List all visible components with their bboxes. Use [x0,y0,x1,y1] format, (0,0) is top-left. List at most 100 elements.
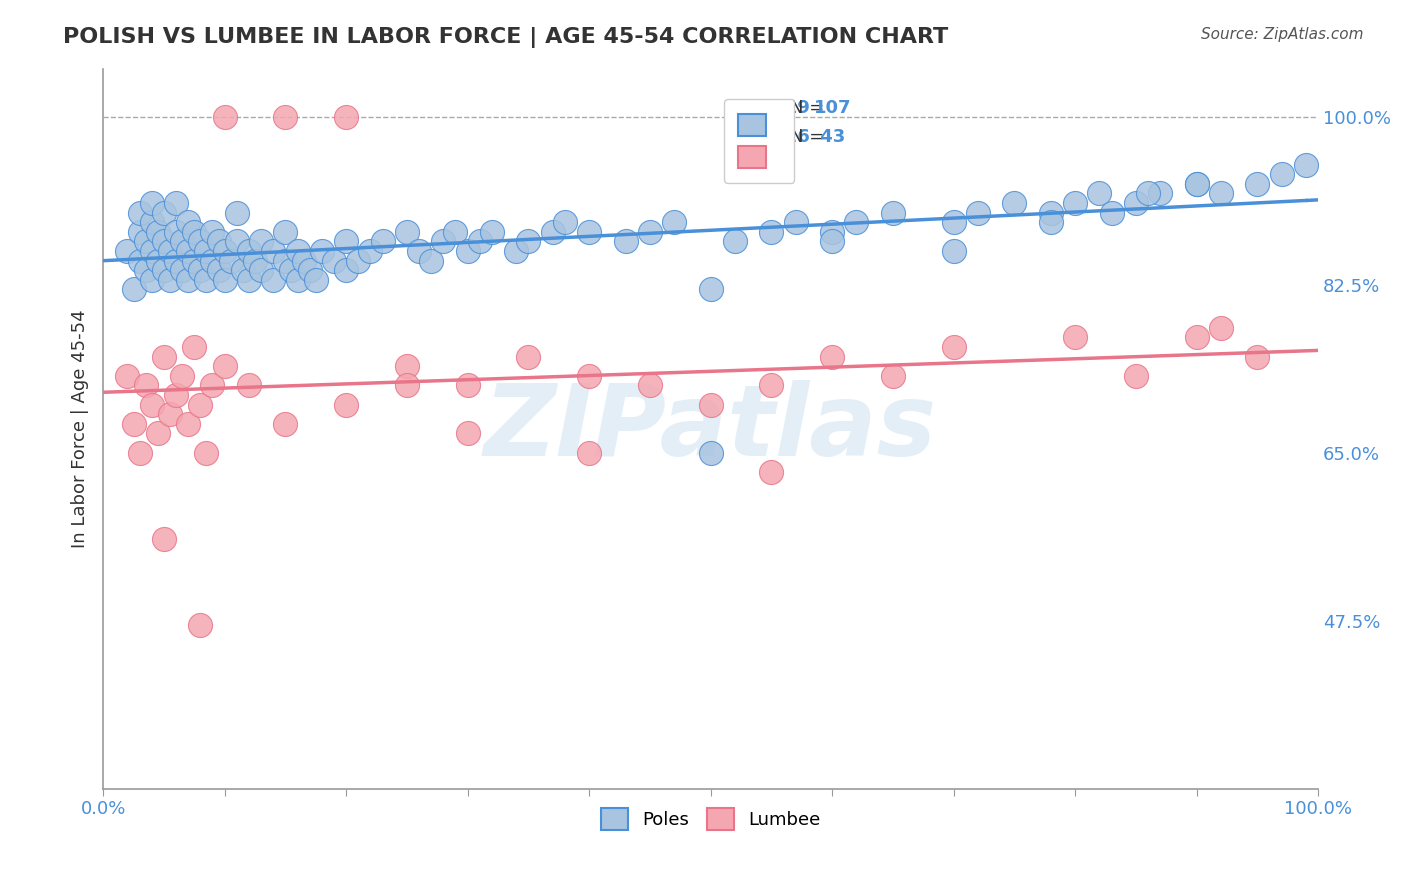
Point [614,235,637,249]
Point [457,378,479,392]
Point [214,244,236,258]
Point [135,235,157,249]
Point [250,235,273,249]
Point [238,378,260,392]
Point [432,235,454,249]
Point [335,263,357,277]
Point [371,235,394,249]
Point [724,235,747,249]
Point [141,398,163,412]
Point [153,532,176,546]
Point [274,110,297,124]
Point [457,244,479,258]
Point [117,244,139,258]
Point [699,282,721,296]
Text: ZIPatlas: ZIPatlas [484,380,938,477]
Point [347,253,370,268]
Point [292,253,315,268]
Point [225,205,247,219]
Point [1271,167,1294,181]
Point [172,368,194,383]
Point [323,253,346,268]
Point [153,263,176,277]
Point [153,350,176,364]
Point [638,225,661,239]
Point [165,388,187,402]
Point [262,244,284,258]
Point [395,378,418,392]
Point [122,282,145,296]
Point [1149,186,1171,201]
Text: N =: N = [790,128,830,146]
Point [517,350,540,364]
Point [821,225,844,239]
Text: Source: ZipAtlas.com: Source: ZipAtlas.com [1201,27,1364,42]
Point [172,235,194,249]
Point [578,445,600,459]
Point [262,273,284,287]
Text: 43: 43 [814,128,845,146]
Point [214,110,236,124]
Point [942,215,965,229]
Point [395,359,418,373]
Point [280,263,302,277]
Text: 0.126: 0.126 [754,128,810,146]
Point [195,445,218,459]
Point [1209,320,1232,334]
Point [165,225,187,239]
Point [128,253,150,268]
Point [122,417,145,431]
Point [153,235,176,249]
Point [165,195,187,210]
Point [505,244,527,258]
Point [457,426,479,441]
Point [153,205,176,219]
Point [664,215,686,229]
Point [785,215,807,229]
Point [177,215,200,229]
Point [335,235,357,249]
Point [638,378,661,392]
Point [967,205,990,219]
Point [117,368,139,383]
Point [146,225,169,239]
Point [135,378,157,392]
Point [188,618,211,632]
Point [274,417,297,431]
Point [141,244,163,258]
Point [1125,195,1147,210]
Point [159,273,181,287]
Point [146,426,169,441]
Point [1246,350,1268,364]
Point [159,407,181,421]
Point [177,417,200,431]
Point [141,273,163,287]
Point [141,215,163,229]
Point [201,225,224,239]
Point [699,398,721,412]
Point [311,244,333,258]
Point [305,273,328,287]
Point [172,263,194,277]
Y-axis label: In Labor Force | Age 45-54: In Labor Force | Age 45-54 [72,310,89,548]
Point [219,253,242,268]
Point [541,225,564,239]
Point [183,225,205,239]
Point [146,253,169,268]
Point [214,273,236,287]
Point [335,398,357,412]
Point [1125,368,1147,383]
Point [395,225,418,239]
Point [1137,186,1160,201]
Text: N =: N = [790,99,830,117]
Point [274,225,297,239]
Point [201,253,224,268]
Point [207,235,229,249]
Point [1088,186,1111,201]
Point [554,215,576,229]
Point [159,244,181,258]
Point [232,263,254,277]
Point [420,253,443,268]
Point [761,378,783,392]
Point [335,110,357,124]
